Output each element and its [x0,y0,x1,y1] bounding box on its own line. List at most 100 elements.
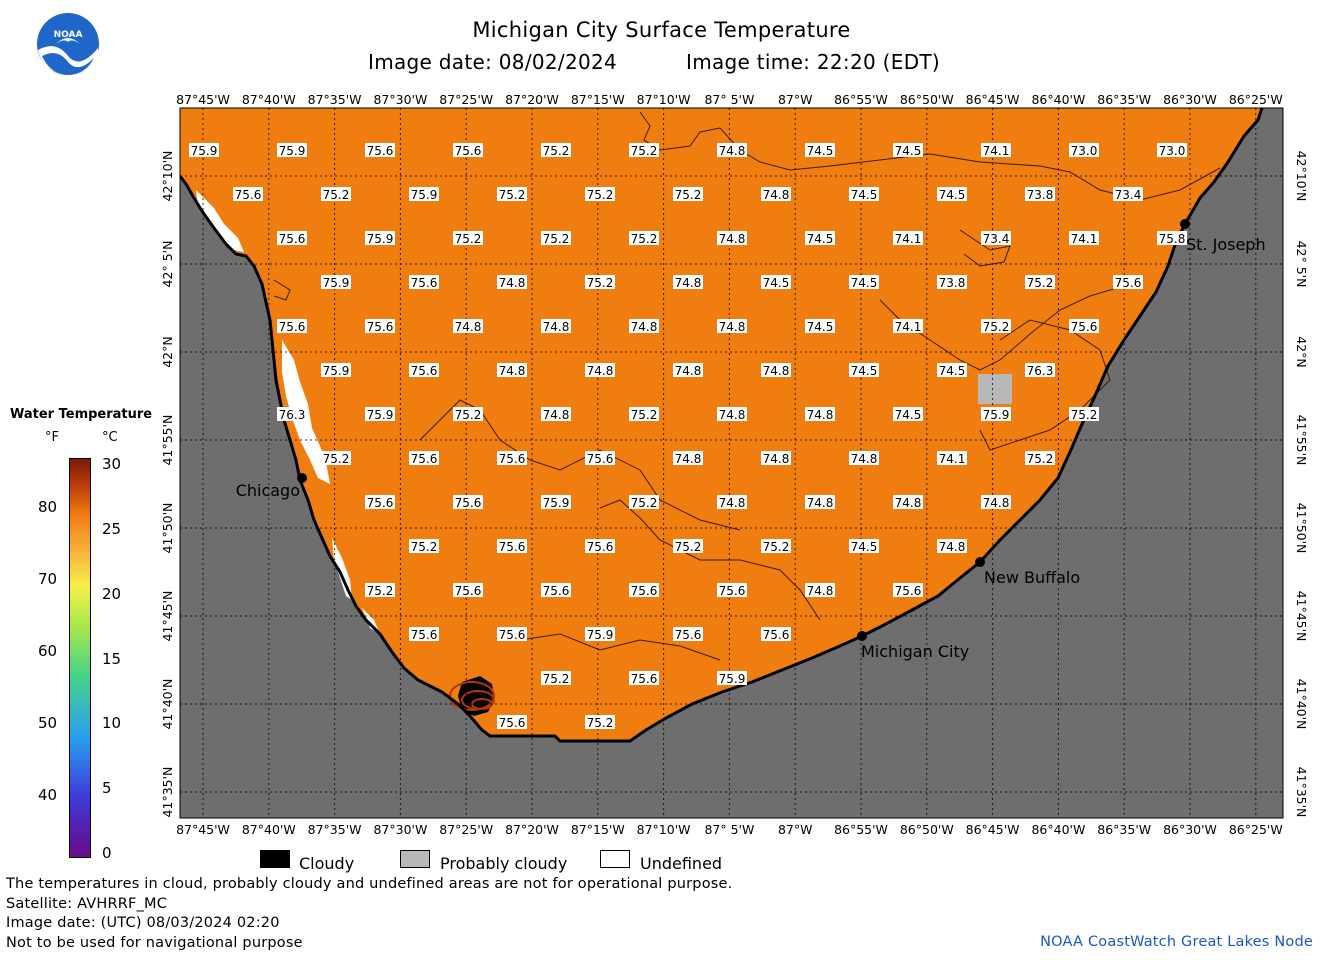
lon-label-top: 86°30'W [1163,92,1217,107]
temperature-label-bg [1025,275,1055,289]
image-time: Image time: 22:20 (EDT) [686,50,941,74]
isotherm-contour [959,229,1011,267]
lon-label-bottom: 86°45'W [966,822,1020,837]
temperature-label-bg [805,143,835,157]
lon-label-bottom: 87°20'W [505,822,559,837]
temperature-label: 75.2 [631,496,658,510]
temperature-label-bg [365,495,395,509]
isotherm-contour [273,279,291,301]
temperature-label-bg [497,715,527,729]
temperature-label: 75.6 [763,628,790,642]
isotherm-contour [519,633,721,661]
temperature-label: 75.6 [279,232,306,246]
temperature-label-bg [409,187,439,201]
temperature-label-bg [1069,407,1099,421]
temperature-label: 75.8 [1159,232,1186,246]
lat-label-left: 42°10'N [160,151,175,202]
lat-label-right: 42°10'N [1294,151,1309,202]
temperature-label: 75.2 [763,540,790,554]
temperature-label: 74.5 [851,276,878,290]
temperature-label-bg [585,451,615,465]
fahrenheit-tick: 80 [38,498,58,517]
lon-label-top: 86°55'W [834,92,888,107]
temperature-label: 75.2 [675,540,702,554]
temperature-label: 75.6 [499,540,526,554]
city-marker [1180,219,1190,229]
coastline [180,108,1264,743]
lon-label-bottom: 87°15'W [571,822,625,837]
temperature-label: 75.2 [367,584,394,598]
temperature-label: 75.9 [279,144,306,158]
temperature-label-bg [1069,143,1099,157]
lat-label-left: 41°55'N [160,415,175,466]
temperature-label: 74.8 [807,496,834,510]
city-marker [975,557,985,567]
temperature-label-bg [629,231,659,245]
utc-date-note: Image date: (UTC) 08/03/2024 02:20 [6,915,280,931]
temperature-label-bg [453,583,483,597]
temperature-label-bg [717,143,747,157]
lat-label-left: 42° 5'N [160,241,175,288]
temperature-label: 75.6 [499,452,526,466]
temperature-label-bg [497,451,527,465]
fahrenheit-tick: 70 [38,570,58,589]
temperature-label-bg [1157,143,1187,157]
temperature-label: 74.5 [851,540,878,554]
lon-label-bottom: 87°30'W [373,822,427,837]
temperature-label: 75.2 [587,188,614,202]
temperature-label: 73.4 [983,232,1010,246]
temperature-label: 75.2 [631,144,658,158]
temperature-label: 75.2 [675,188,702,202]
navigation-note: Not to be used for navigational purpose [6,935,303,951]
temperature-label: 74.8 [807,584,834,598]
cloudy-label: Cloudy [299,854,355,873]
temperature-label-bg [541,143,571,157]
celsius-tick: 0 [102,844,112,862]
temperature-label-bg [937,451,967,465]
temperature-label: 73.4 [1115,188,1142,202]
cloudy-swatch [260,850,290,868]
temperature-label-bg [497,187,527,201]
unit-celsius: °C [102,430,118,445]
temperature-label-bg [541,319,571,333]
temperature-label-bg [629,583,659,597]
temperature-label-bg [937,187,967,201]
lon-label-top: 87°45'W [176,92,230,107]
isotherm-contour [599,499,821,621]
temperature-label: 76.3 [1027,364,1054,378]
temperature-label-bg [761,187,791,201]
temperature-label-bg [585,187,615,201]
temperature-label-bg [673,187,703,201]
temperature-label: 74.8 [851,452,878,466]
legend-title: Water Temperature [10,407,153,422]
temperature-label: 74.8 [763,188,790,202]
temperature-label: 75.2 [455,232,482,246]
temperature-label: 75.2 [499,188,526,202]
temperature-label: 75.6 [587,452,614,466]
temperature-label-bg [233,187,263,201]
temperature-label: 75.2 [631,232,658,246]
temperature-label: 74.5 [939,188,966,202]
temperature-label: 75.2 [631,408,658,422]
lat-label-right: 42° 5'N [1294,241,1309,288]
temperature-label-bg [893,495,923,509]
lon-label-top: 87°30'W [373,92,427,107]
temperature-label: 75.6 [367,320,394,334]
temperature-label-bg [541,671,571,685]
temperature-label-bg [673,363,703,377]
temperature-label: 75.6 [367,496,394,510]
temperature-label-bg [1069,319,1099,333]
temperature-label: 74.8 [719,320,746,334]
temperature-label: 74.8 [719,232,746,246]
lat-label-right: 41°50'N [1294,503,1309,554]
temperature-label: 75.2 [1071,408,1098,422]
temperature-label: 75.9 [719,672,746,686]
temperature-label-bg [497,363,527,377]
temperature-label-bg [849,275,879,289]
temperature-label-bg [277,407,307,421]
temperature-label-bg [893,407,923,421]
temperature-label-bg [365,231,395,245]
temperature-label-bg [409,539,439,553]
temperature-label: 75.6 [499,716,526,730]
